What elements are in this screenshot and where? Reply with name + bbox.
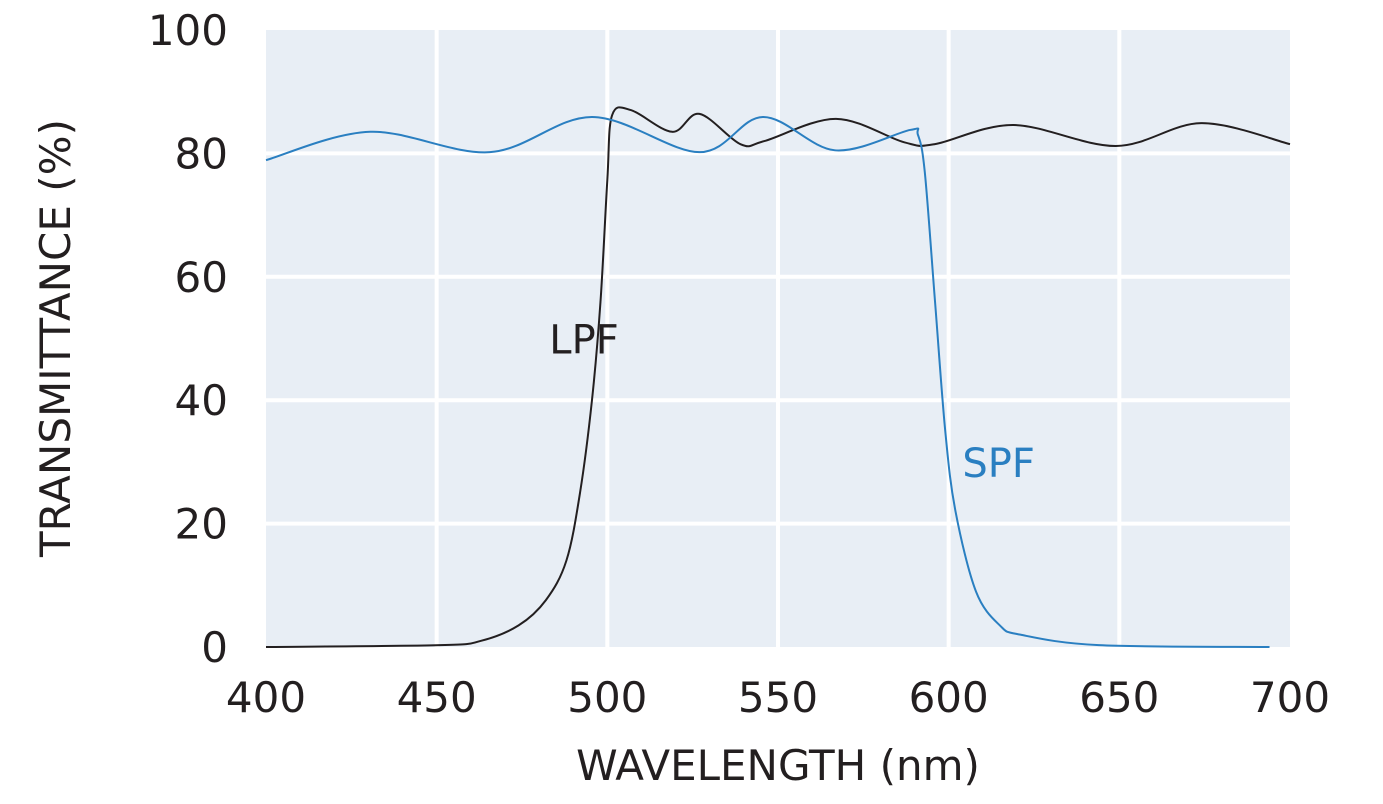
y-tick-label: 80 xyxy=(175,129,228,178)
x-axis-label: WAVELENGTH (nm) xyxy=(576,741,980,790)
series-label-spf: SPF xyxy=(962,441,1035,487)
y-tick-label: 0 xyxy=(201,623,228,672)
y-tick-label: 20 xyxy=(175,500,228,549)
y-tick-labels: 0 20 40 60 80 100 xyxy=(148,6,228,672)
grid xyxy=(266,30,1290,647)
y-tick-label: 60 xyxy=(175,253,228,302)
x-tick-label: 450 xyxy=(397,673,477,722)
x-tick-label: 700 xyxy=(1250,673,1330,722)
y-tick-label: 100 xyxy=(148,6,228,55)
x-tick-label: 600 xyxy=(909,673,989,722)
x-tick-label: 650 xyxy=(1079,673,1159,722)
series-lines xyxy=(265,106,1291,648)
x-tick-label: 400 xyxy=(226,673,306,722)
series-line-spf xyxy=(265,115,1270,648)
series-line-lpf xyxy=(265,106,1291,648)
y-axis-label: TRANSMITTANCE (%) xyxy=(31,119,80,558)
series-label-lpf: LPF xyxy=(549,318,618,364)
x-tick-label: 500 xyxy=(567,673,647,722)
x-tick-label: 550 xyxy=(738,673,818,722)
y-tick-label: 40 xyxy=(175,376,228,425)
x-tick-labels: 400 450 500 550 600 650 700 xyxy=(226,673,1330,722)
